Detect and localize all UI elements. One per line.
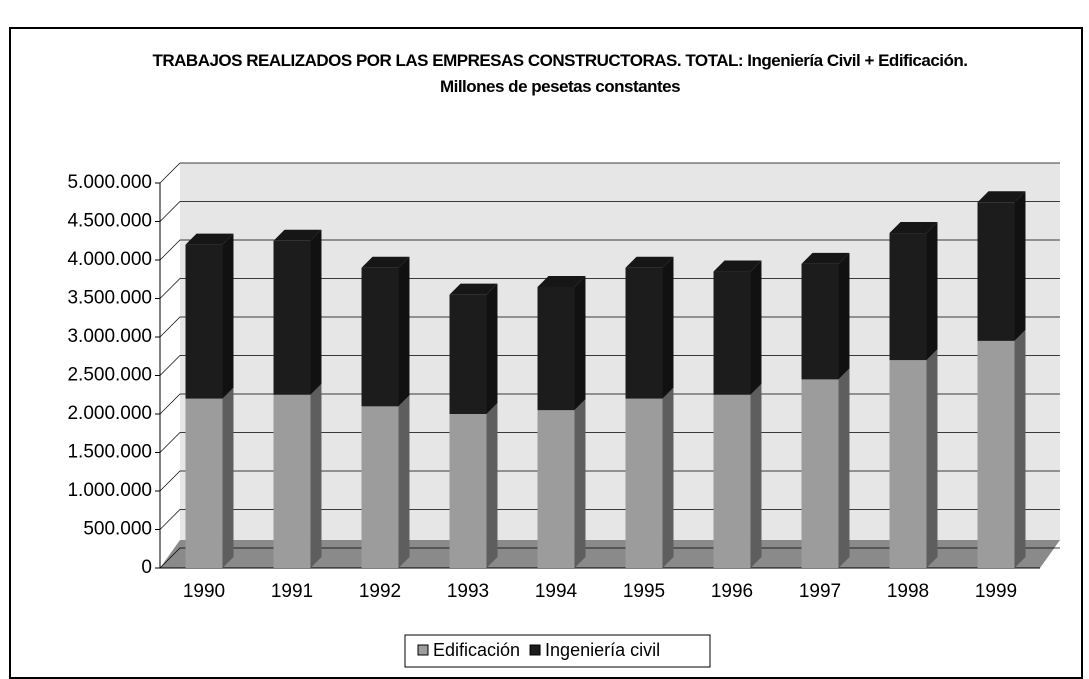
bar bbox=[449, 294, 487, 414]
bar-top bbox=[801, 252, 850, 264]
y-tick-label: 3.000.000 bbox=[67, 326, 152, 347]
y-tick-label: 4.000.000 bbox=[67, 249, 152, 270]
bar-top bbox=[713, 260, 762, 272]
y-tick-label: 3.500.000 bbox=[67, 288, 152, 309]
bar-top bbox=[537, 275, 586, 287]
grid-line bbox=[159, 393, 1060, 415]
bar bbox=[801, 263, 839, 380]
bar bbox=[713, 271, 751, 395]
grid-line bbox=[159, 355, 1060, 376]
legend-box bbox=[404, 634, 711, 668]
bar bbox=[625, 398, 663, 568]
bar bbox=[537, 286, 575, 411]
x-tick-label: 1997 bbox=[799, 581, 841, 602]
y-tick-label: 4.500.000 bbox=[67, 211, 152, 232]
bar-top bbox=[449, 283, 498, 295]
bar-top bbox=[889, 222, 938, 234]
bar-side bbox=[1014, 329, 1026, 568]
bar bbox=[625, 267, 663, 399]
legend-swatch bbox=[417, 644, 429, 656]
bar bbox=[889, 233, 927, 361]
bar bbox=[537, 410, 575, 568]
y-tick-label: 1.500.000 bbox=[67, 442, 152, 463]
bar-top bbox=[361, 256, 410, 268]
bar-top bbox=[273, 229, 322, 241]
bar bbox=[361, 406, 399, 568]
grid-line bbox=[159, 432, 1060, 453]
bar-side bbox=[838, 252, 850, 380]
chart-title: TRABAJOS REALIZADOS POR LAS EMPRESAS CON… bbox=[152, 51, 968, 96]
bar-top bbox=[185, 233, 234, 245]
bar-side bbox=[222, 233, 234, 399]
bar bbox=[889, 360, 927, 568]
x-tick-label: 1998 bbox=[887, 581, 929, 602]
bar bbox=[273, 240, 311, 395]
bar bbox=[977, 202, 1015, 341]
bar-side bbox=[662, 256, 674, 399]
y-tick-label: 2.000.000 bbox=[67, 403, 152, 424]
bar bbox=[801, 379, 839, 568]
bar-side bbox=[222, 387, 234, 568]
bar bbox=[361, 267, 399, 407]
bar-side bbox=[398, 395, 410, 568]
bar-side bbox=[310, 229, 322, 395]
bar-side bbox=[486, 283, 498, 414]
bar-side bbox=[662, 387, 674, 568]
bar-side bbox=[838, 368, 850, 568]
grid-line bbox=[159, 278, 1060, 299]
bar bbox=[185, 244, 223, 399]
bar-side bbox=[750, 383, 762, 568]
bar-side bbox=[926, 349, 938, 568]
x-tick-label: 1994 bbox=[535, 581, 578, 602]
bar-top bbox=[977, 191, 1026, 203]
legend-label: Edificación bbox=[433, 640, 520, 660]
y-tick-label: 0 bbox=[141, 557, 152, 578]
bar bbox=[449, 414, 487, 568]
bar bbox=[273, 394, 311, 568]
legend-label: Ingeniería civil bbox=[545, 640, 660, 660]
grid-line bbox=[159, 509, 1060, 530]
bar-side bbox=[1014, 191, 1026, 341]
y-tick-label: 5.000.000 bbox=[67, 172, 152, 193]
x-tick-label: 1999 bbox=[975, 581, 1017, 602]
bar-side bbox=[398, 256, 410, 407]
bar bbox=[185, 398, 223, 568]
bar-side bbox=[574, 275, 586, 411]
bar-side bbox=[310, 383, 322, 568]
x-tick-label: 1991 bbox=[271, 581, 313, 602]
bar-top bbox=[625, 256, 674, 268]
bar bbox=[713, 394, 751, 568]
y-tick-label: 1.000.000 bbox=[67, 480, 152, 501]
grid-line bbox=[159, 547, 1060, 569]
bar-side bbox=[926, 222, 938, 361]
x-tick-label: 1995 bbox=[623, 581, 665, 602]
y-tick-label: 500.000 bbox=[83, 519, 152, 540]
grid-line bbox=[159, 470, 1060, 492]
x-tick-label: 1990 bbox=[183, 581, 225, 602]
grid-line bbox=[159, 239, 1060, 261]
bar bbox=[977, 340, 1015, 568]
bar-side bbox=[750, 260, 762, 395]
bar-side bbox=[574, 399, 586, 568]
y-tick-label: 2.500.000 bbox=[67, 365, 152, 386]
x-tick-label: 1992 bbox=[359, 581, 401, 602]
x-tick-label: 1996 bbox=[711, 581, 753, 602]
bar-side bbox=[486, 403, 498, 568]
grid-line bbox=[159, 201, 1060, 222]
legend-swatch bbox=[529, 644, 541, 656]
x-tick-label: 1993 bbox=[447, 581, 489, 602]
grid-line bbox=[159, 162, 1060, 184]
grid-line bbox=[159, 316, 1060, 338]
